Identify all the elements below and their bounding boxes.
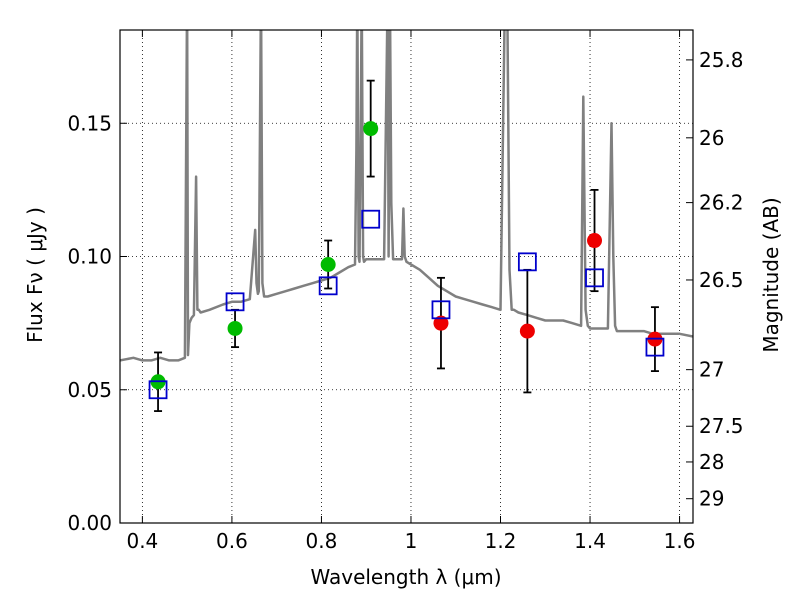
x-tick-label: 0.6 bbox=[216, 529, 248, 553]
model-square bbox=[148, 380, 168, 400]
spectrum-layer bbox=[120, 30, 693, 362]
y-tick-label: 0.00 bbox=[67, 511, 112, 535]
axes-frame bbox=[119, 29, 694, 524]
model-square bbox=[431, 300, 451, 320]
x-tick-label: 0.8 bbox=[306, 529, 338, 553]
model-square bbox=[318, 276, 338, 296]
point-layer bbox=[150, 121, 663, 390]
axes-box bbox=[119, 29, 694, 524]
y2-tick-label: 27 bbox=[699, 358, 724, 382]
x-tick-label: 0.4 bbox=[126, 529, 158, 553]
spectrum-line bbox=[120, 30, 693, 362]
x-axis-ticks: 0.4 0.6 0.8 1 1.2 1.4 1.6 bbox=[126, 30, 695, 553]
y-tick-label: 0.10 bbox=[67, 245, 112, 269]
red-data-point bbox=[587, 233, 603, 249]
y-tick-label: 0.15 bbox=[67, 111, 112, 135]
y2-tick-label: 26.5 bbox=[699, 268, 744, 292]
y2-tick-label: 27.5 bbox=[699, 414, 744, 438]
green-data-point bbox=[363, 121, 379, 137]
x-tick-label: 1.4 bbox=[574, 529, 606, 553]
y2-tick-label: 26.2 bbox=[699, 191, 744, 215]
y-axis-label: Flux Fν ( μJy ) bbox=[23, 207, 47, 343]
model-square bbox=[361, 209, 381, 229]
x-axis-label: Wavelength λ (μm) bbox=[310, 565, 501, 589]
model-square bbox=[585, 268, 604, 288]
y2-tick-label: 28 bbox=[699, 450, 724, 474]
model-square bbox=[225, 292, 245, 312]
plot-area bbox=[120, 30, 693, 524]
x-tick-label: 1.6 bbox=[664, 529, 696, 553]
y-axis-ticks: 0.00 0.05 0.10 0.15 bbox=[67, 111, 127, 535]
green-data-point bbox=[320, 257, 336, 273]
model-square bbox=[645, 337, 665, 357]
model-layer bbox=[148, 209, 665, 400]
red-data-point bbox=[433, 315, 449, 331]
grid bbox=[120, 30, 693, 524]
y2-tick-label: 29 bbox=[699, 487, 724, 511]
y2-tick-label: 25.8 bbox=[699, 48, 744, 72]
red-data-point bbox=[519, 323, 535, 339]
y-tick-label: 0.05 bbox=[67, 378, 112, 402]
green-data-point bbox=[227, 320, 243, 336]
x-tick-label: 1 bbox=[405, 529, 418, 553]
y2-tick-label: 26 bbox=[699, 126, 724, 150]
x-tick-label: 1.2 bbox=[485, 529, 517, 553]
y2-axis-label: Magnitude (AB) bbox=[759, 197, 783, 352]
model-square bbox=[517, 252, 537, 272]
y2-axis-ticks: 25.8 26 26.2 26.5 27 27.5 28 29 bbox=[686, 48, 744, 511]
